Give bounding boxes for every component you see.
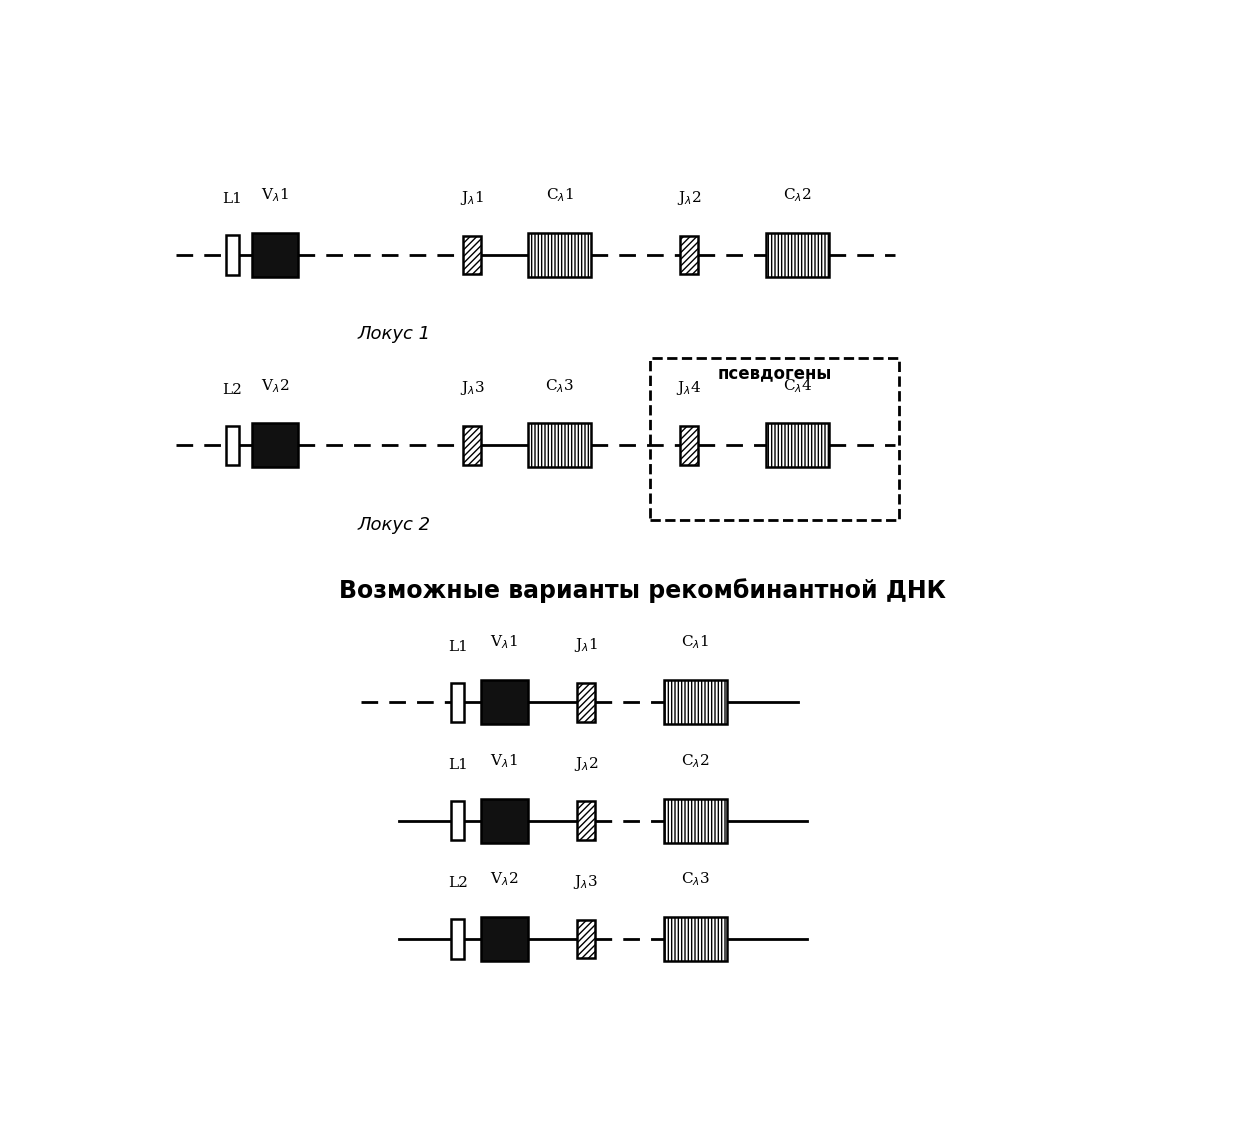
Text: V$_\lambda$1: V$_\lambda$1: [490, 752, 517, 770]
Text: J$_\lambda$2: J$_\lambda$2: [574, 754, 598, 772]
Bar: [578, 920, 595, 958]
Text: C$_\lambda$2: C$_\lambda$2: [783, 187, 812, 204]
Text: C$_\lambda$4: C$_\lambda$4: [783, 377, 812, 394]
Bar: [252, 424, 298, 467]
Bar: [650, 358, 900, 519]
Text: L2: L2: [447, 877, 467, 891]
Bar: [464, 236, 481, 274]
Bar: [680, 236, 698, 274]
Bar: [252, 233, 298, 277]
Text: V$_\lambda$2: V$_\lambda$2: [490, 870, 519, 888]
Text: V$_\lambda$1: V$_\lambda$1: [490, 633, 517, 652]
Bar: [578, 683, 595, 722]
Text: Локус 2: Локус 2: [358, 516, 431, 533]
Bar: [481, 798, 528, 843]
Bar: [226, 236, 239, 274]
Text: Локус 1: Локус 1: [358, 326, 431, 343]
Bar: [226, 426, 239, 465]
Bar: [451, 682, 465, 722]
Text: C$_\lambda$1: C$_\lambda$1: [545, 187, 574, 204]
Bar: [664, 798, 727, 843]
Bar: [481, 917, 528, 961]
Text: C$_\lambda$3: C$_\lambda$3: [545, 377, 574, 394]
Text: J$_\lambda$1: J$_\lambda$1: [574, 636, 598, 654]
Bar: [464, 426, 481, 465]
Bar: [528, 424, 591, 467]
Bar: [766, 233, 829, 277]
Text: C$_\lambda$2: C$_\lambda$2: [682, 752, 710, 770]
Bar: [481, 680, 528, 724]
Text: J$_\lambda$1: J$_\lambda$1: [460, 189, 484, 207]
Text: псевдогены: псевдогены: [718, 364, 832, 383]
Bar: [766, 424, 829, 467]
Text: J$_\lambda$4: J$_\lambda$4: [677, 379, 702, 398]
Text: L1: L1: [447, 759, 467, 772]
Text: C$_\lambda$1: C$_\lambda$1: [682, 633, 709, 652]
Text: V$_\lambda$2: V$_\lambda$2: [261, 377, 289, 394]
Text: C$_\lambda$3: C$_\lambda$3: [682, 870, 710, 888]
Bar: [528, 233, 591, 277]
Bar: [451, 801, 465, 841]
Bar: [680, 426, 698, 465]
Text: V$_\lambda$1: V$_\lambda$1: [262, 187, 289, 204]
Bar: [664, 917, 727, 961]
Text: Возможные варианты рекомбинантной ДНК: Возможные варианты рекомбинантной ДНК: [338, 579, 946, 604]
Bar: [664, 680, 727, 724]
Text: J$_\lambda$3: J$_\lambda$3: [460, 379, 485, 398]
Text: L2: L2: [223, 383, 242, 396]
Bar: [451, 919, 465, 959]
Text: L1: L1: [447, 640, 467, 654]
Text: J$_\lambda$3: J$_\lambda$3: [574, 872, 598, 891]
Text: J$_\lambda$2: J$_\lambda$2: [677, 189, 700, 207]
Bar: [578, 802, 595, 841]
Text: L1: L1: [223, 192, 242, 206]
